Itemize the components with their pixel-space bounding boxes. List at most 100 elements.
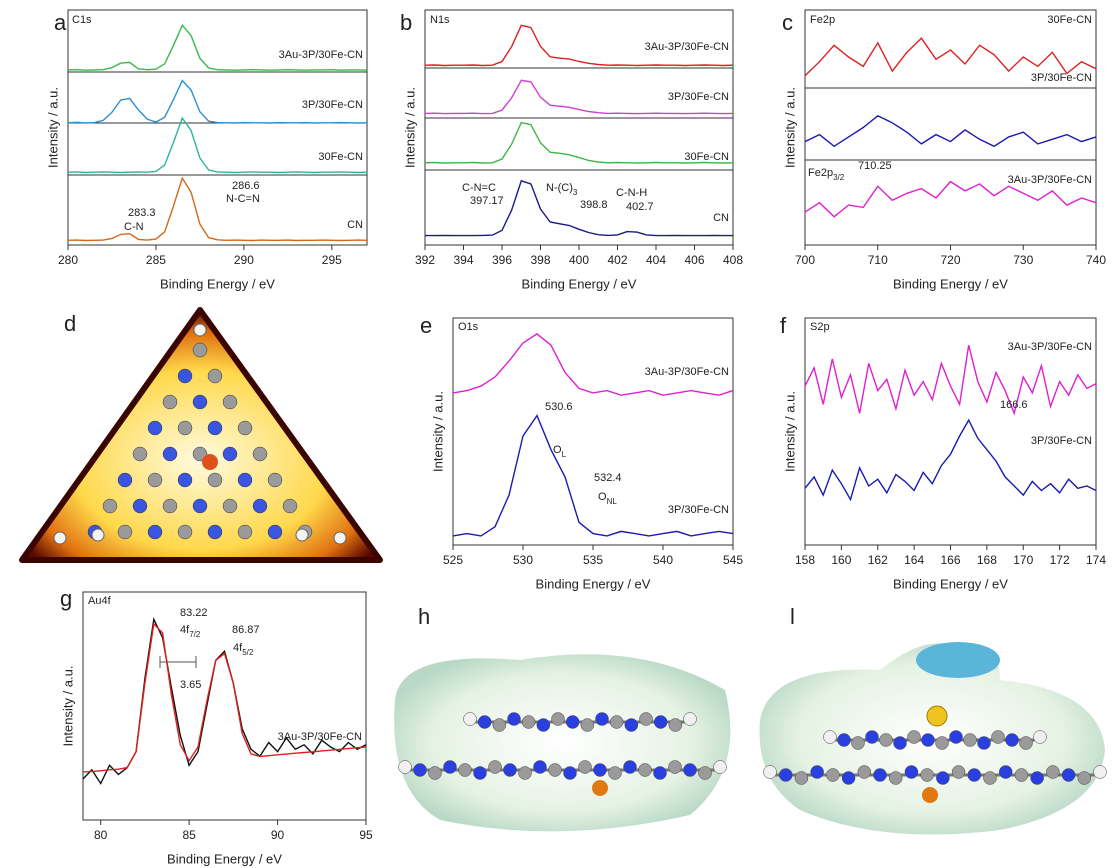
- atom: [473, 766, 487, 780]
- x-tick-label: 700: [795, 253, 815, 267]
- x-tick-label: 174: [1086, 553, 1106, 567]
- atom: [503, 763, 517, 777]
- plot-frame: [82, 591, 367, 821]
- atom: [841, 771, 856, 785]
- x-tick-label: 80: [94, 828, 108, 842]
- y-axis-label: Intensity / a.u.: [430, 391, 445, 472]
- y-axis-label: Intensity / a.u.: [782, 87, 797, 168]
- annotation: 83.22: [180, 607, 208, 619]
- atom: [991, 730, 1005, 744]
- series-label: CN: [347, 219, 363, 231]
- atom: [563, 766, 577, 780]
- atom: [162, 446, 178, 462]
- atom: [521, 715, 536, 729]
- spectrum-line: [452, 414, 734, 537]
- spectrum-line: [67, 23, 368, 71]
- atom: [810, 765, 824, 779]
- atom: [117, 472, 133, 488]
- atom: [893, 736, 907, 750]
- annotation: OL: [553, 444, 567, 459]
- annotation-sub: 7/2: [189, 630, 201, 639]
- x-tick-label: 400: [569, 253, 589, 267]
- x-tick-label: 90: [271, 828, 285, 842]
- atom: [698, 766, 712, 780]
- y-axis-label: Intensity / a.u.: [782, 391, 797, 472]
- atom: [963, 733, 977, 747]
- x-tick-label: 398: [530, 253, 550, 267]
- atom: [713, 760, 727, 774]
- y-axis-label: Intensity / a.u.: [402, 87, 417, 168]
- x-tick-label: 408: [723, 253, 743, 267]
- spectrum-line: [424, 79, 734, 115]
- atom: [193, 323, 207, 337]
- atom: [1033, 730, 1047, 744]
- annotation: 4f7/2: [180, 624, 201, 639]
- atom: [177, 420, 193, 436]
- x-tick-label: 392: [415, 253, 435, 267]
- atom: [132, 446, 148, 462]
- x-tick-label: 160: [831, 553, 851, 567]
- x-tick-label: 170: [1013, 553, 1033, 567]
- series-label: 3Au-3P/30Fe-CN: [1008, 174, 1092, 186]
- atom: [593, 763, 607, 777]
- atom: [463, 712, 477, 726]
- atom: [237, 472, 253, 488]
- annotation-text: O: [553, 444, 562, 456]
- x-tick-label: 166: [940, 553, 960, 567]
- atom: [548, 763, 562, 777]
- spectrum-line: [67, 176, 368, 242]
- x-tick-label: 85: [182, 828, 196, 842]
- atom: [295, 528, 309, 542]
- annotation-sub: 3: [573, 188, 578, 197]
- x-tick-label: 730: [1013, 253, 1033, 267]
- atom: [162, 498, 178, 514]
- annotation: 532.4: [594, 472, 622, 484]
- spectrum-line: [425, 179, 733, 237]
- atom: [873, 768, 887, 782]
- atom: [778, 768, 793, 782]
- atom: [202, 454, 218, 470]
- annotation: 530.6: [545, 401, 573, 413]
- atom: [763, 765, 777, 779]
- series-label: 3Au-3P/30Fe-CN: [645, 366, 729, 378]
- x-tick-label: 95: [359, 828, 373, 842]
- x-tick-label: 158: [795, 553, 815, 567]
- atom: [53, 531, 67, 545]
- atom: [879, 733, 893, 747]
- atom: [398, 760, 412, 774]
- atom: [638, 763, 652, 777]
- x-tick-label: 540: [653, 553, 673, 567]
- annotation: C-N: [124, 221, 144, 233]
- x-tick-label: 535: [583, 553, 603, 567]
- atom: [851, 736, 865, 750]
- atom: [580, 718, 595, 732]
- annotation: S2p: [810, 321, 830, 333]
- x-axis-label: Binding Energy / eV: [522, 276, 637, 291]
- annotation: O1s: [458, 321, 479, 333]
- series-label: 3P/30Fe-CN: [668, 91, 729, 103]
- atom: [683, 763, 697, 777]
- atom: [192, 394, 208, 410]
- atom: [192, 342, 208, 358]
- series-label: 3P/30Fe-CN: [1031, 72, 1092, 84]
- atom: [207, 472, 223, 488]
- atom: [492, 718, 507, 732]
- annotation: N1s: [430, 14, 450, 26]
- annotation: 286.6: [232, 180, 260, 192]
- x-tick-label: 530: [513, 553, 533, 567]
- atom: [967, 768, 982, 782]
- series-label: 30Fe-CN: [318, 151, 363, 163]
- spectrum-line: [804, 180, 1097, 218]
- x-axis-label: Binding Energy / eV: [536, 576, 651, 591]
- x-tick-label: 396: [492, 253, 512, 267]
- annotation-sub: 5/2: [242, 648, 254, 657]
- series-label: 3P/30Fe-CN: [302, 99, 363, 111]
- atom: [267, 472, 283, 488]
- series-label: 3Au-3P/30Fe-CN: [1008, 341, 1092, 353]
- annotation: N-(C)3: [546, 182, 578, 197]
- x-tick-label: 402: [607, 253, 627, 267]
- panel-letter: e: [420, 313, 432, 338]
- series-label: 30Fe-CN: [1047, 14, 1092, 26]
- charge-density: [19, 307, 383, 563]
- annotation-sub: 3/2: [833, 173, 845, 182]
